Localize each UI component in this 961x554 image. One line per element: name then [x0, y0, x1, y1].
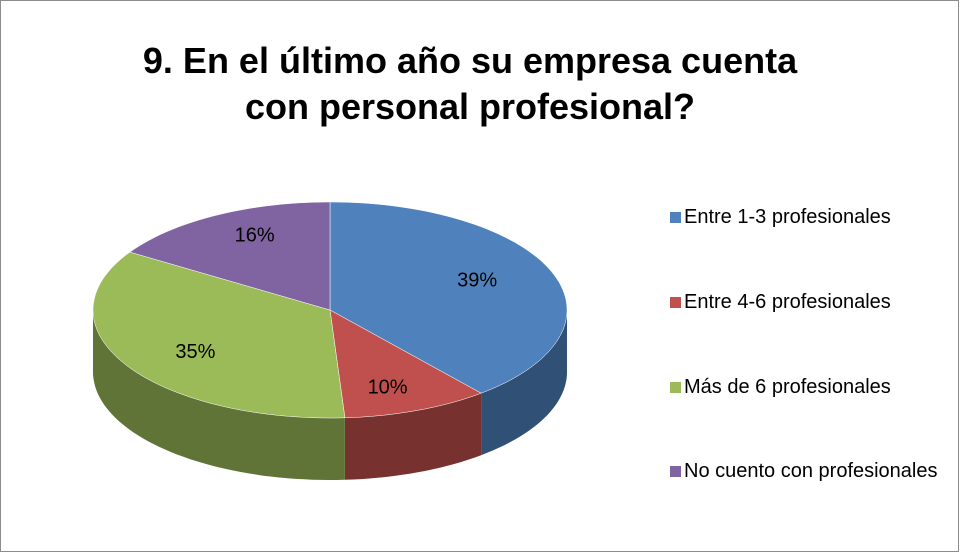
chart-title: 9. En el último año su empresa cuenta co… — [142, 40, 798, 127]
slice — [329, 201, 568, 394]
slice — [92, 251, 346, 419]
data-label: 39% — [457, 270, 497, 292]
slice — [329, 309, 482, 419]
legend-label: No cuento con profesionales — [684, 460, 938, 482]
legend-label: Más de 6 profesionales — [684, 376, 891, 398]
data-label: 35% — [175, 341, 215, 363]
data-label: 16% — [235, 224, 275, 246]
legend-swatch — [670, 382, 681, 393]
slice-side — [93, 310, 345, 480]
legend-swatch — [670, 297, 681, 308]
data-label: 10% — [368, 377, 408, 399]
slice — [129, 201, 331, 311]
legend-swatch — [670, 466, 681, 477]
slice-side — [481, 310, 567, 456]
slice-side — [344, 393, 482, 480]
legend-label: Entre 4-6 profesionales — [684, 291, 891, 313]
legend-label: Entre 1-3 profesionales — [684, 206, 891, 228]
legend-swatch — [670, 212, 681, 223]
